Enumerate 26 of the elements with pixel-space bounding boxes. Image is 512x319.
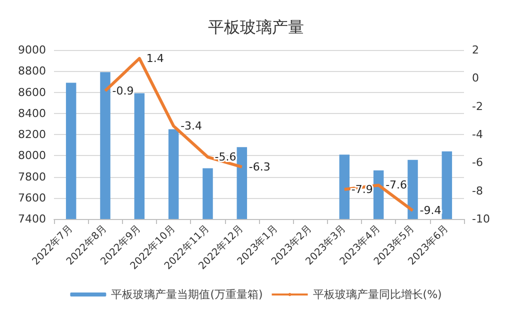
y2-tick-label: 2 bbox=[472, 44, 479, 56]
y2-tick-label: -8 bbox=[472, 184, 483, 198]
y-tick-label: 9000 bbox=[18, 44, 46, 56]
y-tick-label: 8400 bbox=[18, 106, 46, 120]
y2-tick-label: -6 bbox=[472, 156, 483, 170]
data-label: -9.4 bbox=[420, 204, 442, 218]
y2-tick-label: -2 bbox=[472, 100, 483, 113]
y-tick-label: 8800 bbox=[18, 64, 46, 78]
y-tick-label: 8600 bbox=[18, 86, 46, 99]
data-label: 1.4 bbox=[146, 52, 164, 65]
y-tick-label: 8000 bbox=[18, 149, 46, 162]
data-label: -5.6 bbox=[214, 150, 236, 164]
y2-tick-label: -10 bbox=[472, 212, 490, 226]
data-label: -3.4 bbox=[180, 120, 202, 133]
y2-tick-label: 0 bbox=[472, 72, 479, 85]
legend-label: 平板玻璃产量当期值(万重量箱) bbox=[111, 288, 263, 301]
legend-label: 平板玻璃产量同比增长(%) bbox=[312, 288, 442, 301]
data-label: -7.6 bbox=[386, 178, 408, 192]
data-label: -6.3 bbox=[248, 160, 270, 174]
y2-tick-label: -4 bbox=[472, 128, 483, 141]
data-label: -0.9 bbox=[112, 84, 134, 98]
y-tick-label: 7600 bbox=[18, 191, 46, 204]
y-tick-label: 7400 bbox=[18, 212, 46, 226]
y-tick-label: 7800 bbox=[18, 170, 46, 184]
y-tick-label: 8200 bbox=[18, 128, 46, 141]
chart-title: 平板玻璃产量 bbox=[208, 18, 304, 36]
